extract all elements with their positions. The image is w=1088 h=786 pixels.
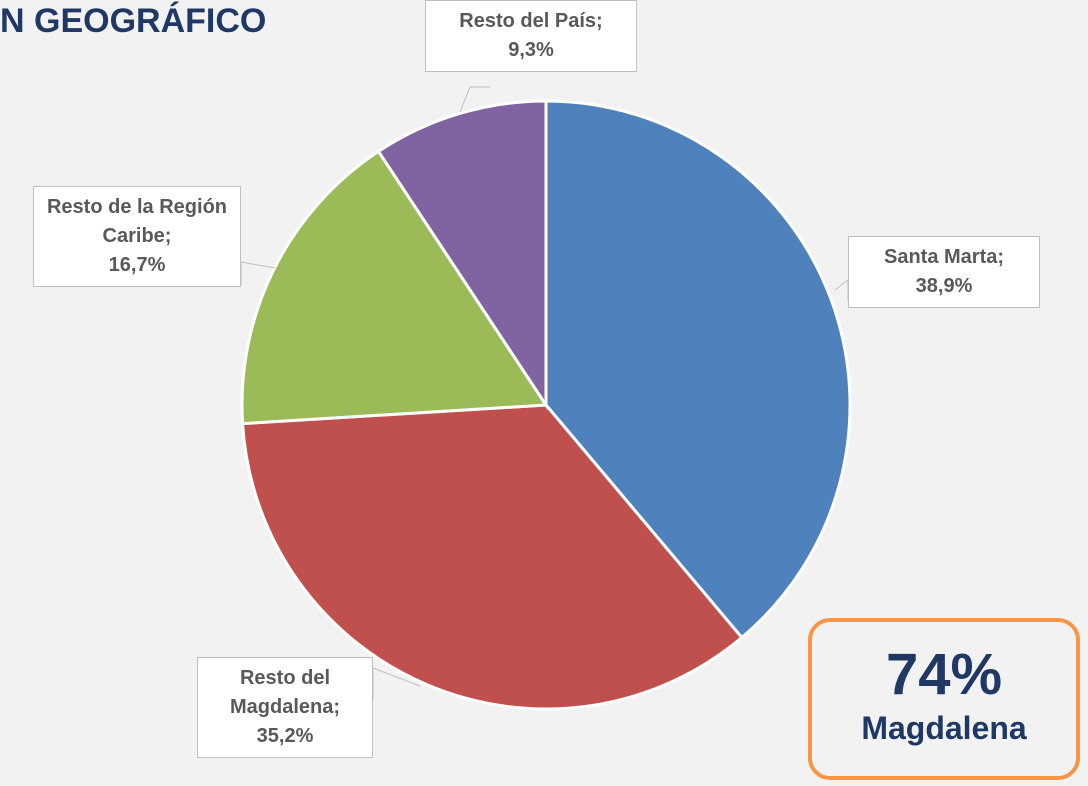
label-category: Resto del País;: [459, 10, 603, 32]
pie-slice: [240, 403, 744, 711]
highlight-box: 74% Magdalena: [808, 618, 1080, 780]
annotation: Magdalena: [861, 710, 1027, 746]
data-label: Resto de la Región Caribe; 16,7%: [33, 186, 241, 287]
callout: [240, 261, 276, 285]
label-value: 38,9%: [915, 275, 973, 297]
callout: [834, 278, 849, 300]
data-label: Santa Marta; 38,9%: [848, 236, 1040, 308]
data-label: Resto del País; 9,3%: [425, 0, 637, 72]
label-category: Santa Marta;: [883, 246, 1005, 268]
label-value: 16,7%: [108, 254, 166, 276]
label-value: 9,3%: [508, 39, 554, 61]
label-value: 35,2%: [256, 725, 314, 747]
label-category: Resto del Magdalena;: [229, 667, 341, 718]
pie-slice: [544, 99, 852, 640]
chart-title: N GEOGRÁFICO: [0, 2, 267, 40]
data-label: Resto del Magdalena; 35,2%: [197, 657, 373, 758]
annotation: 74%: [885, 642, 1003, 707]
callout: [459, 86, 490, 113]
pie-slice: [240, 149, 549, 426]
callout: [372, 667, 421, 700]
pie-slice: [376, 99, 548, 410]
label-category: Resto de la Región Caribe;: [46, 196, 228, 247]
